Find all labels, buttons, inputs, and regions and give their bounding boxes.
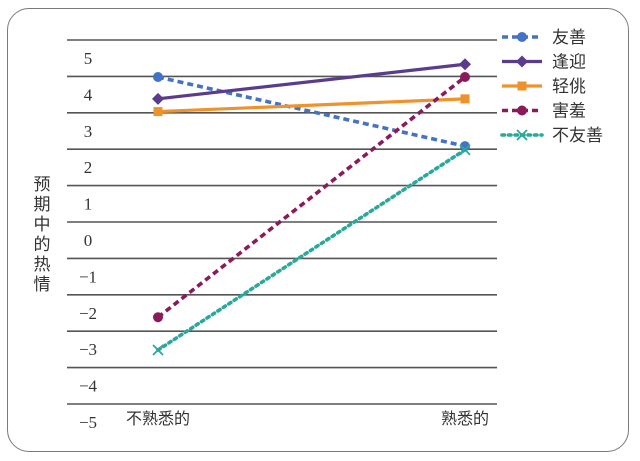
series-逢迎 [152, 58, 471, 105]
square-marker-icon [517, 81, 527, 91]
x-marker-icon [459, 144, 471, 156]
y-tick-label: 3 [84, 122, 93, 141]
chart-frame [7, 8, 629, 452]
legend-label: 轻佻 [552, 77, 586, 97]
legend-item: 友善 [502, 28, 586, 48]
circle-marker-icon [153, 72, 163, 82]
y-axis-label-char: 期 [34, 195, 51, 215]
y-axis-label-char: 预 [34, 175, 51, 195]
circle-marker-icon [153, 312, 163, 323]
legend-item: 逢迎 [502, 53, 586, 73]
legend-label: 不友善 [552, 126, 603, 146]
square-marker-icon [460, 94, 470, 104]
series-line [157, 97, 466, 114]
series-line [156, 75, 467, 319]
legend-label: 友善 [552, 28, 586, 48]
y-axis-label-char: 的 [34, 235, 51, 255]
legend-item: 不友善 [500, 126, 603, 146]
legend-label: 逢迎 [552, 53, 586, 73]
series-line [157, 62, 466, 101]
y-tick-label: 2 [84, 158, 93, 177]
y-axis-label-char: 热 [34, 255, 51, 275]
series-line [157, 75, 466, 148]
series-友善 [153, 72, 470, 152]
legend-label: 害羞 [552, 102, 586, 122]
y-tick-label: 5 [84, 49, 93, 68]
y-tick-label: 0 [84, 231, 93, 250]
data-series [152, 58, 471, 356]
series-轻佻 [153, 94, 470, 117]
circle-marker-icon [460, 141, 470, 152]
y-tick-label: −2 [79, 304, 97, 323]
x-marker-icon [516, 129, 528, 141]
square-marker-icon [153, 107, 163, 117]
diamond-marker-icon [152, 92, 164, 105]
legend-item: 轻佻 [502, 77, 586, 97]
x-axis-categories: 不熟悉的 熟悉的 [126, 409, 489, 428]
circle-marker-icon [460, 72, 470, 82]
diamond-marker-icon [516, 55, 528, 68]
series-line [156, 148, 467, 352]
x-category-label: 熟悉的 [441, 409, 489, 428]
diamond-marker-icon [459, 58, 471, 71]
y-axis-ticks: 5 4 3 2 1 0 −1 −2 −3 −4 −5 [79, 49, 98, 432]
y-axis-label-char: 情 [34, 275, 51, 295]
series-害羞 [153, 72, 470, 323]
y-tick-label: −3 [79, 340, 97, 359]
y-tick-label: −5 [79, 413, 97, 432]
circle-marker-icon [517, 105, 527, 116]
y-tick-label: −4 [79, 377, 98, 396]
y-tick-label: −1 [79, 267, 97, 286]
y-tick-label: 4 [84, 85, 93, 104]
y-axis-label-char: 中 [34, 215, 51, 235]
legend-item: 害羞 [502, 102, 586, 122]
x-marker-icon [152, 344, 164, 356]
grid-lines [67, 39, 497, 405]
x-category-label: 不熟悉的 [126, 409, 190, 428]
y-tick-label: 1 [84, 195, 93, 214]
series-不友善 [152, 144, 471, 356]
circle-marker-icon [517, 32, 527, 42]
